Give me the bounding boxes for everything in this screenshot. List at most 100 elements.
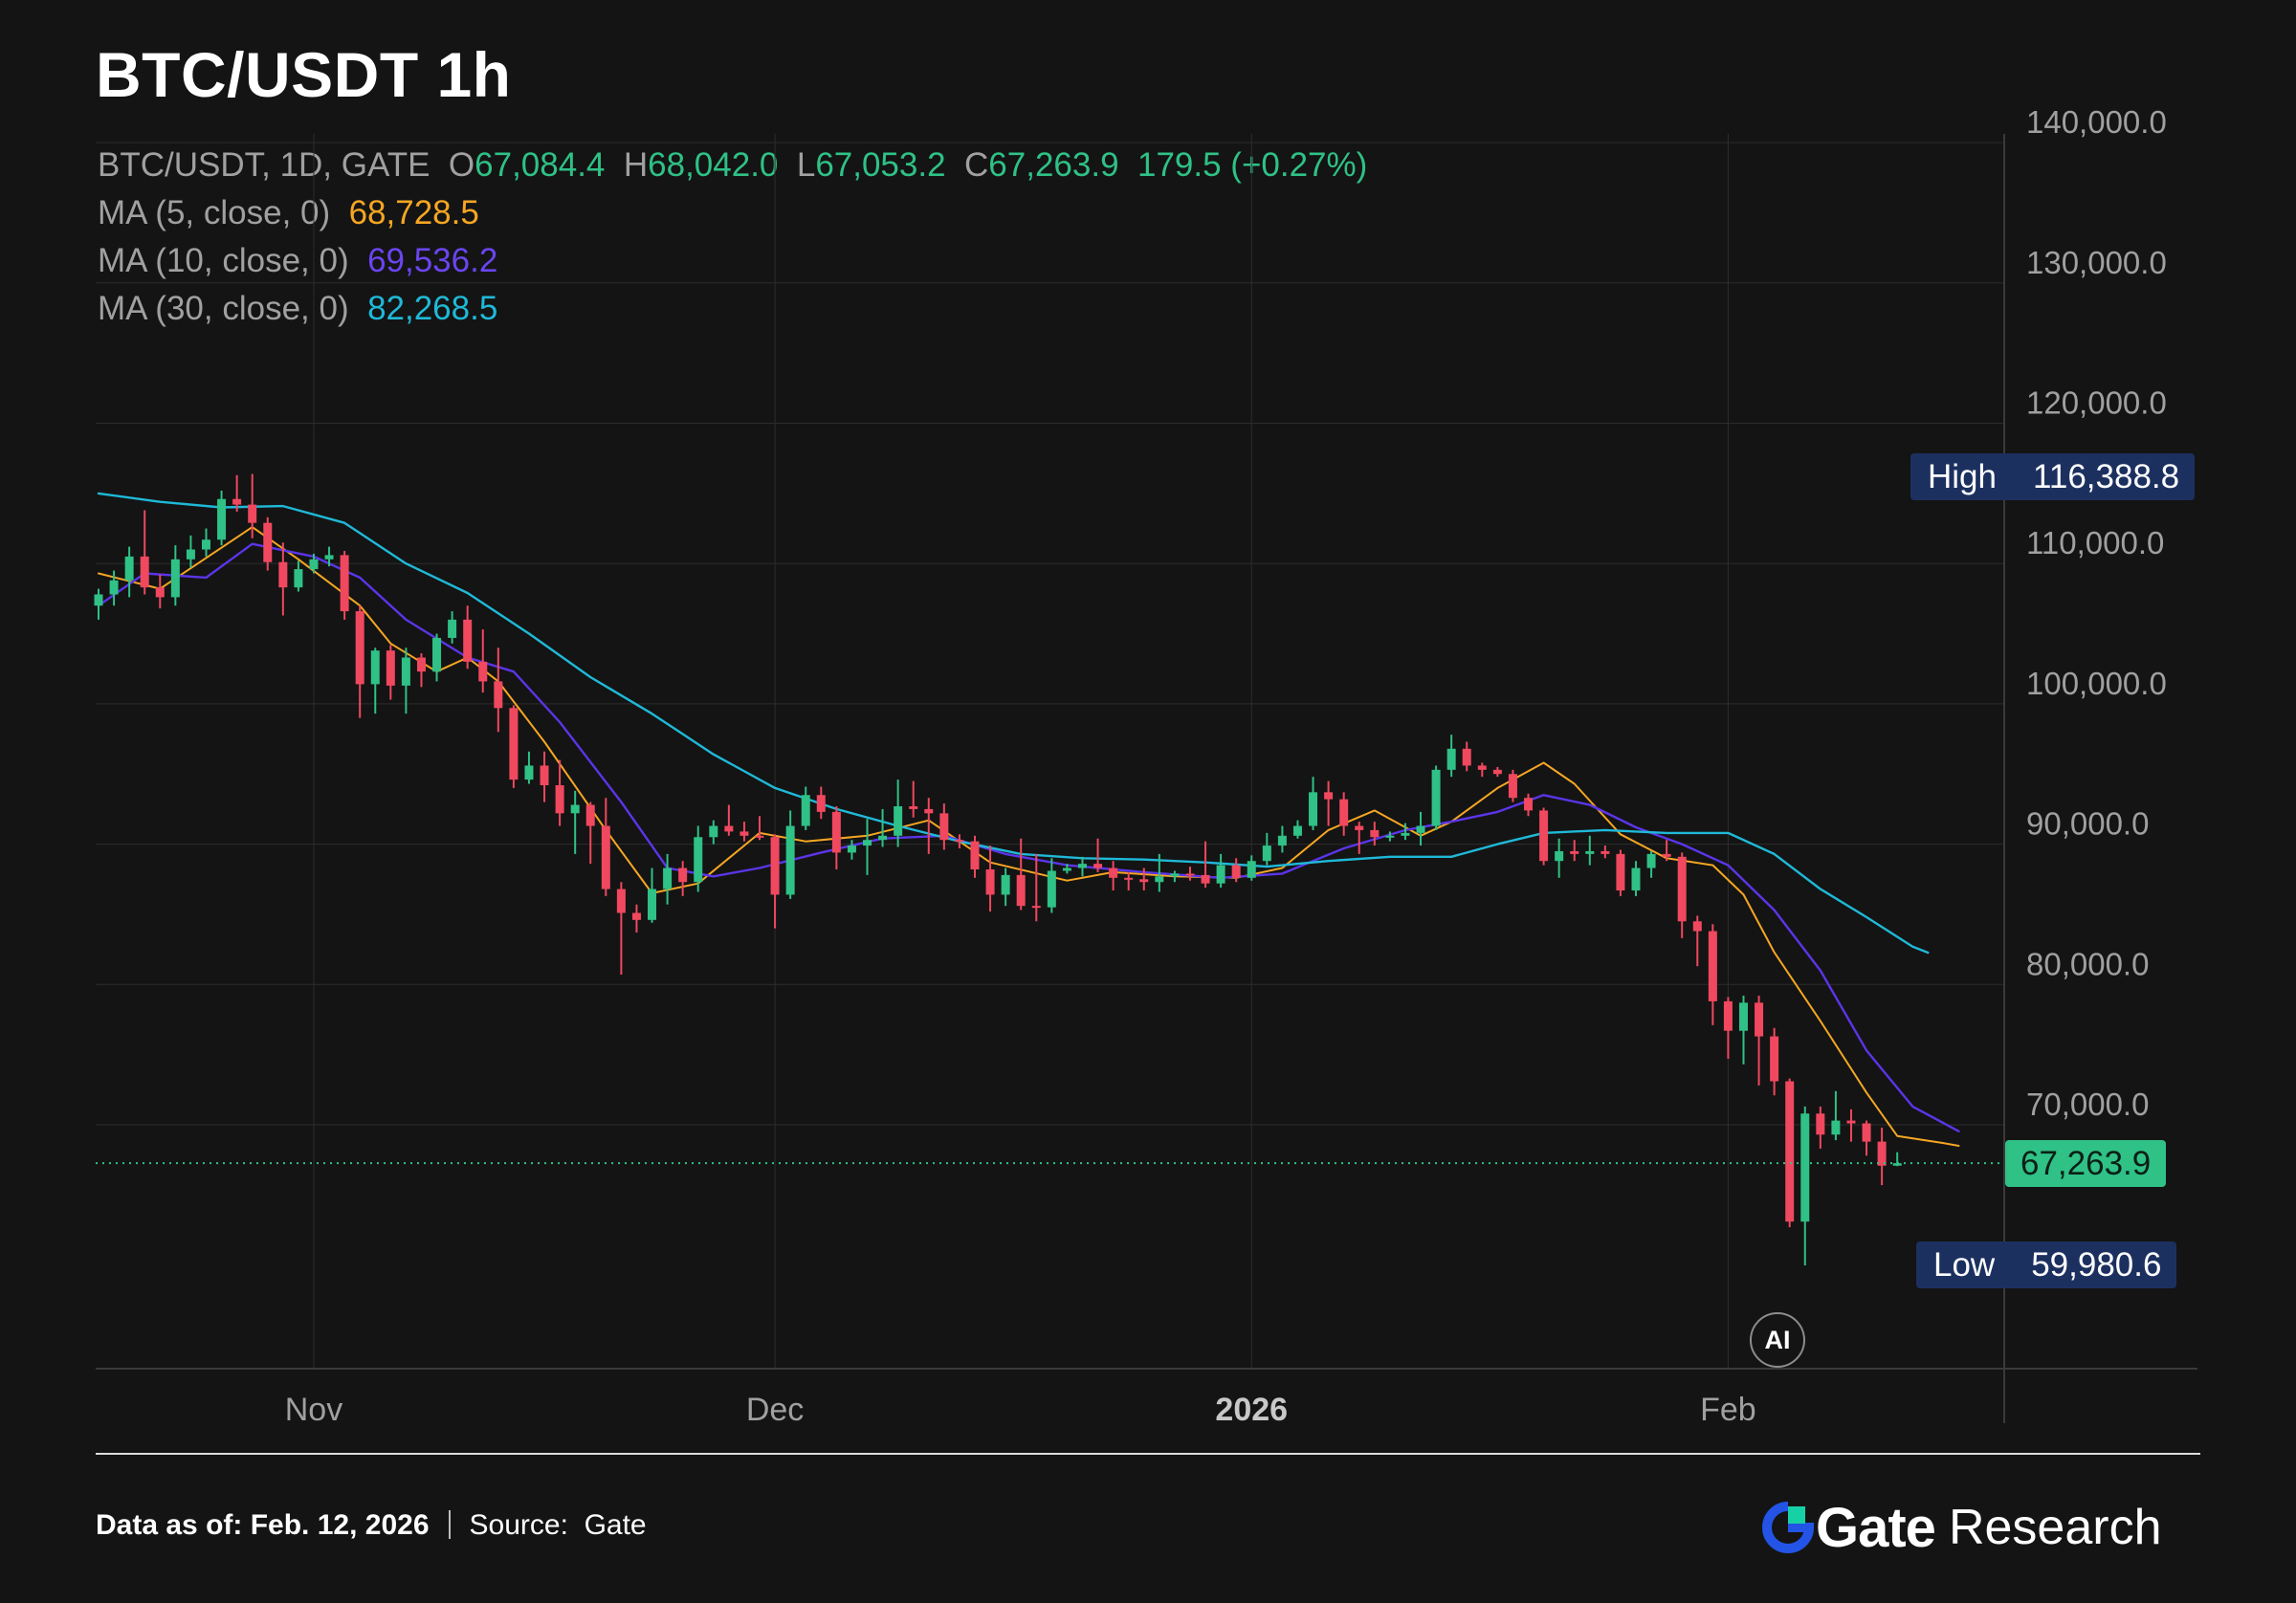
- candle-body: [309, 559, 319, 570]
- candle: [186, 535, 195, 568]
- candle: [1109, 861, 1118, 891]
- candle-body: [1093, 864, 1103, 868]
- ma10-row: MA (10, close, 0) 69,536.2: [98, 237, 1367, 285]
- candle: [709, 820, 718, 845]
- candle: [801, 786, 810, 830]
- candle-body: [1477, 765, 1487, 770]
- candle: [1570, 840, 1579, 862]
- gate-logo-icon: [1762, 1502, 1814, 1553]
- candle: [1431, 765, 1441, 830]
- y-tick-label: 140,000.0: [2026, 104, 2167, 140]
- candle-body: [1446, 748, 1456, 770]
- candle-body: [1555, 850, 1564, 862]
- candle: [1770, 1027, 1779, 1096]
- last-price-marker: 67,263.9: [2005, 1140, 2167, 1187]
- candle: [1462, 741, 1471, 772]
- candle-body: [1247, 861, 1256, 878]
- legend-low-value: 67,053.2: [815, 146, 946, 184]
- legend-high-value: 68,042.0: [648, 146, 779, 184]
- low-marker: Low 59,980.6: [1916, 1241, 2177, 1288]
- candle: [1370, 822, 1380, 846]
- candle-body: [770, 837, 780, 895]
- ma5-row: MA (5, close, 0) 68,728.5: [98, 189, 1367, 237]
- candle: [109, 570, 119, 606]
- candle: [1492, 766, 1502, 778]
- candle: [1723, 997, 1733, 1060]
- candle-body: [1416, 825, 1425, 833]
- candle-body: [1539, 810, 1549, 862]
- candle-body: [1231, 865, 1241, 878]
- candle: [1677, 852, 1687, 938]
- ai-button[interactable]: AI: [1750, 1312, 1805, 1368]
- candle-body: [1401, 832, 1410, 836]
- candle: [324, 546, 334, 567]
- candle-body: [1785, 1081, 1795, 1222]
- candle-body: [448, 619, 457, 638]
- candle: [309, 553, 319, 574]
- candle: [232, 474, 242, 512]
- ma10-label: MA (10, close, 0): [98, 242, 349, 279]
- candle: [1508, 769, 1517, 802]
- candle-body: [1339, 799, 1349, 826]
- candle-body: [1846, 1120, 1856, 1124]
- candle: [816, 786, 826, 820]
- candle-body: [1877, 1141, 1887, 1166]
- ma30-value: 82,268.5: [367, 290, 498, 327]
- candle: [1446, 735, 1456, 778]
- y-tick-label: 80,000.0: [2026, 946, 2149, 981]
- candle-body: [1862, 1123, 1871, 1142]
- candle: [540, 751, 549, 802]
- candle: [1862, 1120, 1871, 1156]
- candle: [1708, 924, 1717, 1025]
- candle: [1524, 793, 1534, 817]
- candle-body: [555, 784, 564, 814]
- candle-body: [1001, 874, 1010, 895]
- candle: [694, 825, 703, 892]
- candle: [1139, 867, 1149, 891]
- footer-divider: [96, 1453, 2200, 1455]
- candle-body: [847, 845, 856, 853]
- brand-logo: Gate Research: [1762, 1494, 2162, 1561]
- candle: [1016, 838, 1026, 911]
- candle-body: [232, 498, 242, 505]
- candle-body: [1292, 825, 1302, 836]
- candle-body: [1585, 850, 1595, 854]
- legend-close-label: C: [964, 146, 989, 184]
- candle: [1155, 853, 1164, 892]
- legend-pair: BTC/USDT, 1D, GATE: [98, 146, 430, 184]
- candle-body: [831, 811, 841, 853]
- candle-body: [1077, 864, 1087, 868]
- candle-body: [1124, 877, 1134, 880]
- candle: [448, 611, 457, 644]
- candle: [1692, 915, 1702, 967]
- candle-body: [939, 813, 949, 841]
- grid: [96, 134, 2004, 1369]
- candle: [770, 834, 780, 929]
- candle-body: [1431, 769, 1441, 826]
- source-value: Gate: [584, 1509, 647, 1541]
- legend-low-label: L: [796, 146, 816, 184]
- ma30-label: MA (30, close, 0): [98, 290, 349, 327]
- candle: [1539, 807, 1549, 866]
- candle: [155, 574, 165, 609]
- candle-body: [540, 765, 549, 785]
- candle: [678, 861, 688, 896]
- legend-open-label: O: [448, 146, 475, 184]
- high-label: High: [1928, 457, 1997, 495]
- candle-body: [1508, 774, 1517, 799]
- ma10-value: 69,536.2: [367, 242, 498, 279]
- candle-body: [955, 840, 964, 843]
- candle: [1309, 777, 1318, 830]
- candle: [1800, 1106, 1810, 1265]
- ma30-row: MA (30, close, 0) 82,268.5: [98, 285, 1367, 333]
- candle: [463, 605, 473, 670]
- candle: [894, 780, 903, 847]
- candle: [1616, 849, 1625, 896]
- candle-body: [416, 657, 426, 672]
- candle-body: [263, 522, 273, 562]
- candle-body: [170, 559, 180, 598]
- candle-body: [1692, 921, 1702, 932]
- candle: [1047, 858, 1056, 913]
- candle-body: [1201, 874, 1210, 884]
